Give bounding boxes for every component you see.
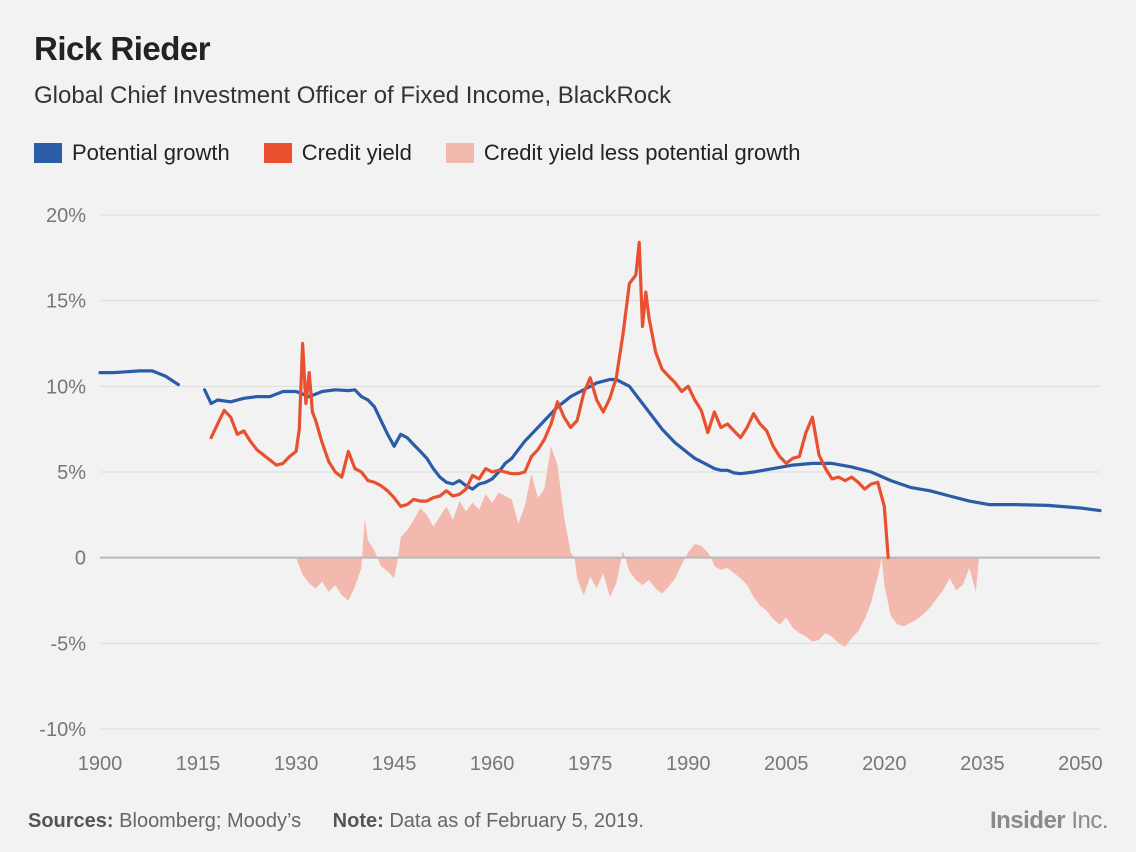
x-tick-label: 1930 <box>274 753 319 775</box>
y-tick-label: -10% <box>39 719 86 741</box>
potential-growth-line <box>203 377 1102 513</box>
x-tick-label: 1900 <box>78 753 123 775</box>
series-line-layer <box>98 240 1102 560</box>
potential-growth-line <box>98 369 180 387</box>
x-tick-label: 2020 <box>862 753 907 775</box>
sources-label: Sources: <box>28 810 114 832</box>
x-tick-label: 1915 <box>176 753 221 775</box>
note-text: Data as of February 5, 2019. <box>389 810 644 832</box>
credit-yield-line <box>209 240 890 560</box>
y-tick-label: -5% <box>50 633 86 655</box>
legend-item-potential-growth: Potential growth <box>34 140 230 166</box>
x-axis-ticks: 1900 1915 1930 1945 1960 1975 1990 2005 2020 2035… <box>78 753 1103 775</box>
x-tick-label: 2005 <box>764 753 809 775</box>
x-tick-label: 1975 <box>568 753 613 775</box>
brand-name: Insider <box>989 807 1066 834</box>
brand-suffix: Inc. <box>1071 807 1108 834</box>
spread-area-layer <box>296 446 980 647</box>
y-tick-label: 15% <box>46 291 86 313</box>
legend-label-potential-growth: Potential growth <box>72 140 230 165</box>
legend: Potential growth Credit yield Credit yie… <box>34 140 835 166</box>
legend-label-spread: Credit yield less potential growth <box>483 140 801 165</box>
brand-logo: Insider Inc. <box>989 807 1109 835</box>
legend-swatch-potential-growth <box>34 143 62 163</box>
legend-item-credit-yield: Credit yield <box>263 140 412 166</box>
y-tick-label: 10% <box>46 376 86 398</box>
legend-swatch-credit-yield <box>263 143 292 163</box>
x-tick-label: 2035 <box>960 753 1005 775</box>
x-tick-label: 1945 <box>372 753 417 775</box>
chart-title: Rick Rieder <box>34 30 211 67</box>
y-axis-ticks: 20% 15% 10% 5% 0 -5% -10% <box>39 205 86 741</box>
x-tick-label: 1990 <box>666 753 711 775</box>
sources-text: Bloomberg; Moody’s <box>119 810 302 832</box>
note-label: Note: <box>332 810 384 832</box>
y-tick-label: 5% <box>57 462 86 484</box>
x-tick-label: 2050 <box>1058 753 1103 775</box>
y-tick-label: 0 <box>75 548 86 570</box>
chart-subtitle: Global Chief Investment Officer of Fixed… <box>34 82 672 109</box>
footer: Sources: Bloomberg; Moody’s Note: Data a… <box>28 810 644 833</box>
legend-swatch-spread <box>445 143 474 163</box>
y-tick-label: 20% <box>46 205 86 227</box>
spread-area <box>296 446 980 647</box>
gridlines <box>100 214 1100 730</box>
legend-label-credit-yield: Credit yield <box>301 140 412 165</box>
x-tick-label: 1960 <box>470 753 515 775</box>
legend-item-spread: Credit yield less potential growth <box>445 140 801 166</box>
